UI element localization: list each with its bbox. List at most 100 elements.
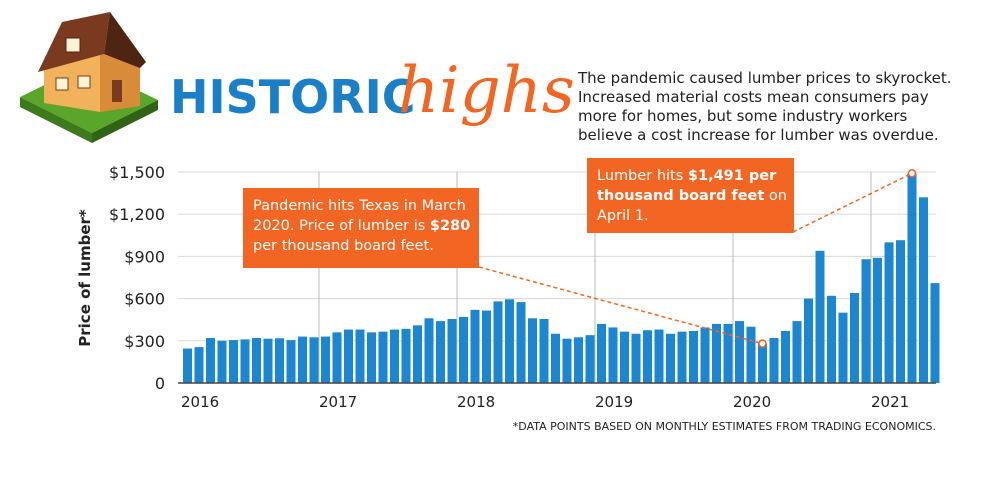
bar — [930, 283, 940, 383]
annotation-segment: Lumber hits — [597, 168, 688, 184]
description-line: more for homes, but some industry worker… — [578, 107, 908, 125]
bar — [700, 327, 710, 383]
bar — [286, 340, 296, 383]
description-line: believe a cost increase for lumber was o… — [578, 126, 939, 144]
annotation-segment: thousand board feet — [597, 188, 764, 204]
y-axis-label: Price of lumber* — [76, 209, 94, 347]
bar — [206, 337, 215, 383]
y-tick-label: $600 — [124, 290, 165, 309]
bar — [355, 329, 365, 383]
bar — [608, 327, 618, 383]
bar — [585, 335, 595, 383]
annotation-segment: per thousand board feet. — [253, 238, 434, 254]
bar — [735, 321, 744, 383]
bar — [378, 331, 388, 383]
bar — [470, 309, 480, 383]
bar — [390, 329, 399, 383]
y-tick-label: $300 — [124, 332, 165, 351]
annotation-text: Pandemic hits Texas in March — [253, 198, 466, 214]
bar — [838, 312, 848, 383]
bar — [321, 336, 330, 383]
bar — [677, 331, 687, 383]
bar — [562, 338, 572, 383]
annotation-segment: $1,491 per — [688, 168, 777, 184]
x-tick-label: 2019 — [595, 393, 633, 411]
bar — [919, 197, 928, 383]
annotation-segment: 2020. Price of lumber is — [253, 218, 430, 234]
y-tick-label: 0 — [155, 374, 165, 393]
bar — [792, 321, 802, 383]
bar — [689, 330, 698, 383]
bar — [654, 329, 664, 383]
bar — [723, 323, 733, 383]
bar — [263, 338, 273, 383]
bar — [631, 333, 641, 383]
bar — [539, 318, 549, 383]
bar — [344, 329, 353, 383]
annotation-text: April 1. — [597, 208, 649, 224]
footnote: *DATA POINTS BASED ON MONTHLY ESTIMATES … — [513, 420, 936, 433]
bar — [850, 292, 859, 383]
bar — [436, 321, 445, 383]
x-tick-label: 2018 — [457, 393, 495, 411]
bar — [447, 318, 457, 383]
x-tick-label: 2017 — [319, 393, 357, 411]
x-tick-label: 2021 — [871, 393, 909, 411]
annotation-box — [243, 188, 479, 268]
bar — [712, 323, 721, 383]
chart-title: HISTORIC — [170, 70, 416, 124]
bar — [413, 325, 422, 383]
bar — [528, 318, 537, 383]
annotation-segment: Pandemic hits Texas in March — [253, 198, 466, 214]
description-line: The pandemic caused lumber prices to sky… — [577, 69, 952, 87]
bar — [804, 298, 813, 383]
bar — [194, 347, 204, 383]
annotation-text: thousand board feet on — [597, 188, 787, 204]
y-tick-label: $900 — [124, 247, 165, 266]
bar — [620, 331, 629, 383]
bar — [332, 332, 342, 383]
leader-line — [792, 172, 913, 233]
bar — [907, 173, 917, 383]
annotation-text: 2020. Price of lumber is $280 — [253, 218, 470, 234]
bar — [896, 240, 905, 383]
bar — [493, 301, 503, 383]
bar — [240, 339, 250, 383]
bar — [482, 310, 491, 383]
bar — [861, 259, 871, 383]
bar — [424, 318, 434, 383]
house-icon — [20, 12, 158, 143]
bar — [459, 316, 468, 383]
bar — [551, 333, 560, 383]
bar — [574, 337, 583, 383]
bar — [769, 337, 779, 383]
bar — [309, 337, 319, 383]
bar — [367, 332, 376, 383]
annotation-box — [587, 158, 794, 233]
leader-point — [907, 169, 917, 178]
x-tick-label: 2020 — [733, 393, 771, 411]
chart-title-accent: highs — [398, 54, 575, 128]
bar — [758, 343, 767, 383]
bar — [229, 340, 238, 383]
y-tick-label: $1,500 — [109, 163, 165, 182]
bar — [217, 340, 227, 383]
bar — [298, 336, 307, 383]
bar — [252, 337, 261, 383]
bar — [746, 326, 756, 383]
bar — [884, 242, 894, 383]
bar — [827, 295, 836, 383]
annotation-text: per thousand board feet. — [253, 238, 434, 254]
bar — [401, 328, 411, 383]
annotation-segment: April 1. — [597, 208, 649, 224]
bar — [643, 330, 652, 383]
leader-point — [758, 339, 767, 348]
x-tick-label: 2016 — [181, 393, 219, 411]
bar — [666, 333, 675, 383]
annotation-segment: on — [764, 188, 787, 204]
bar — [815, 250, 825, 383]
y-tick-label: $1,200 — [109, 205, 165, 224]
annotation-segment: $280 — [430, 218, 470, 234]
